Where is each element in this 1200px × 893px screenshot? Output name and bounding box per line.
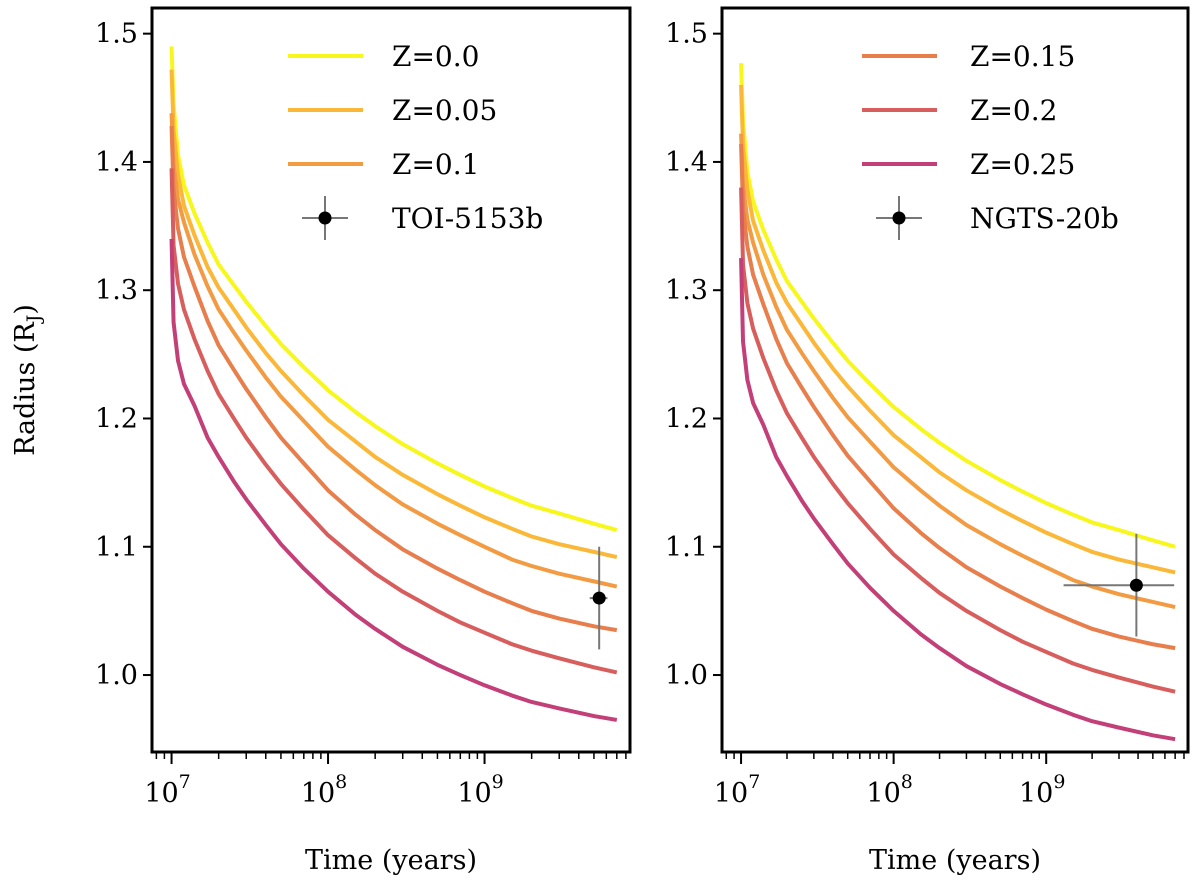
series-line-left-1	[169, 69, 618, 559]
x-tick-base: 10	[144, 778, 178, 809]
x-tick-label: 108	[866, 771, 912, 809]
y-tick-label: 1.2	[95, 403, 138, 434]
planet-point-left	[589, 546, 608, 650]
series-line-left-2	[169, 113, 618, 589]
axes-frame-left	[150, 6, 632, 754]
x-tick-exponent: 9	[1053, 771, 1065, 793]
legend-label-2: Z=0.1	[392, 148, 479, 181]
y-tick-label: 1.5	[95, 19, 138, 50]
y-tick-label: 1.4	[95, 147, 138, 178]
legend-planet-marker	[318, 211, 332, 225]
planet-marker	[1129, 578, 1143, 592]
legend-label-0: Z=0.0	[392, 40, 479, 73]
y-tick-label: 1.0	[95, 660, 138, 691]
y-tick-label: 1.2	[665, 403, 708, 434]
legend-left: Z=0.0 Z=0.05 Z=0.1 TOI-5153b	[288, 40, 543, 240]
x-tick-exponent: 9	[492, 771, 504, 793]
planet-marker	[592, 591, 606, 605]
x-tick-exponent: 8	[335, 771, 347, 793]
y-tick-label: 1.4	[665, 147, 708, 178]
legend-label-0: Z=0.15	[970, 40, 1075, 73]
legend-planet-marker	[892, 211, 906, 225]
legend-label-2: Z=0.25	[970, 148, 1075, 181]
y-tick-label: 1.5	[665, 19, 708, 50]
series-line-right-0	[739, 63, 1176, 549]
x-tick-label: 108	[301, 771, 347, 809]
y-tick-label: 1.0	[665, 660, 708, 691]
y-axis-label-sub: J	[23, 315, 45, 325]
y-tick-label: 1.3	[95, 275, 138, 306]
legend-label-3: TOI-5153b	[392, 202, 543, 235]
y-axis-label-main: Radius (R	[10, 322, 41, 456]
x-tick-base: 10	[714, 778, 748, 809]
curves-left	[169, 46, 618, 722]
series-line-right-3	[739, 143, 1176, 651]
y-axis-label: Radius (RJ)	[10, 304, 45, 456]
x-tick-base: 10	[866, 778, 900, 809]
x-tick-label: 109	[457, 771, 503, 809]
x-tick-label: 107	[144, 771, 190, 809]
series-line-left-0	[169, 46, 618, 533]
y-tick-label: 1.1	[665, 532, 708, 563]
x-tick-base: 10	[301, 778, 335, 809]
x-tick-exponent: 7	[748, 771, 760, 793]
x-tick-base: 10	[457, 778, 491, 809]
x-tick-label: 109	[1019, 771, 1065, 809]
legend-label-1: Z=0.05	[392, 94, 497, 127]
y-axis-label-close: )	[10, 304, 41, 315]
series-line-right-1	[739, 84, 1176, 575]
axes-frame-right	[720, 6, 1190, 754]
y-tick-label: 1.3	[665, 275, 708, 306]
x-tick-base: 10	[1019, 778, 1053, 809]
curves-right	[739, 63, 1176, 742]
series-line-left-3	[169, 125, 618, 633]
series-line-right-5	[739, 258, 1176, 742]
x-tick-label: 107	[714, 771, 760, 809]
series-line-right-4	[739, 187, 1176, 694]
y-tick-label: 1.1	[95, 532, 138, 563]
planet-point-right	[1063, 533, 1175, 637]
x-axis-label: Time (years)	[869, 845, 1041, 876]
legend-label-1: Z=0.2	[970, 94, 1057, 127]
legend-label-3: NGTS-20b	[970, 202, 1119, 235]
x-tick-exponent: 8	[901, 771, 913, 793]
series-line-right-2	[739, 133, 1176, 609]
legend-right: Z=0.15 Z=0.2 Z=0.25 NGTS-20b	[862, 40, 1119, 240]
series-line-left-4	[169, 168, 618, 675]
x-tick-exponent: 7	[179, 771, 191, 793]
series-line-left-5	[169, 238, 618, 722]
x-axis-label: Time (years)	[305, 845, 477, 876]
